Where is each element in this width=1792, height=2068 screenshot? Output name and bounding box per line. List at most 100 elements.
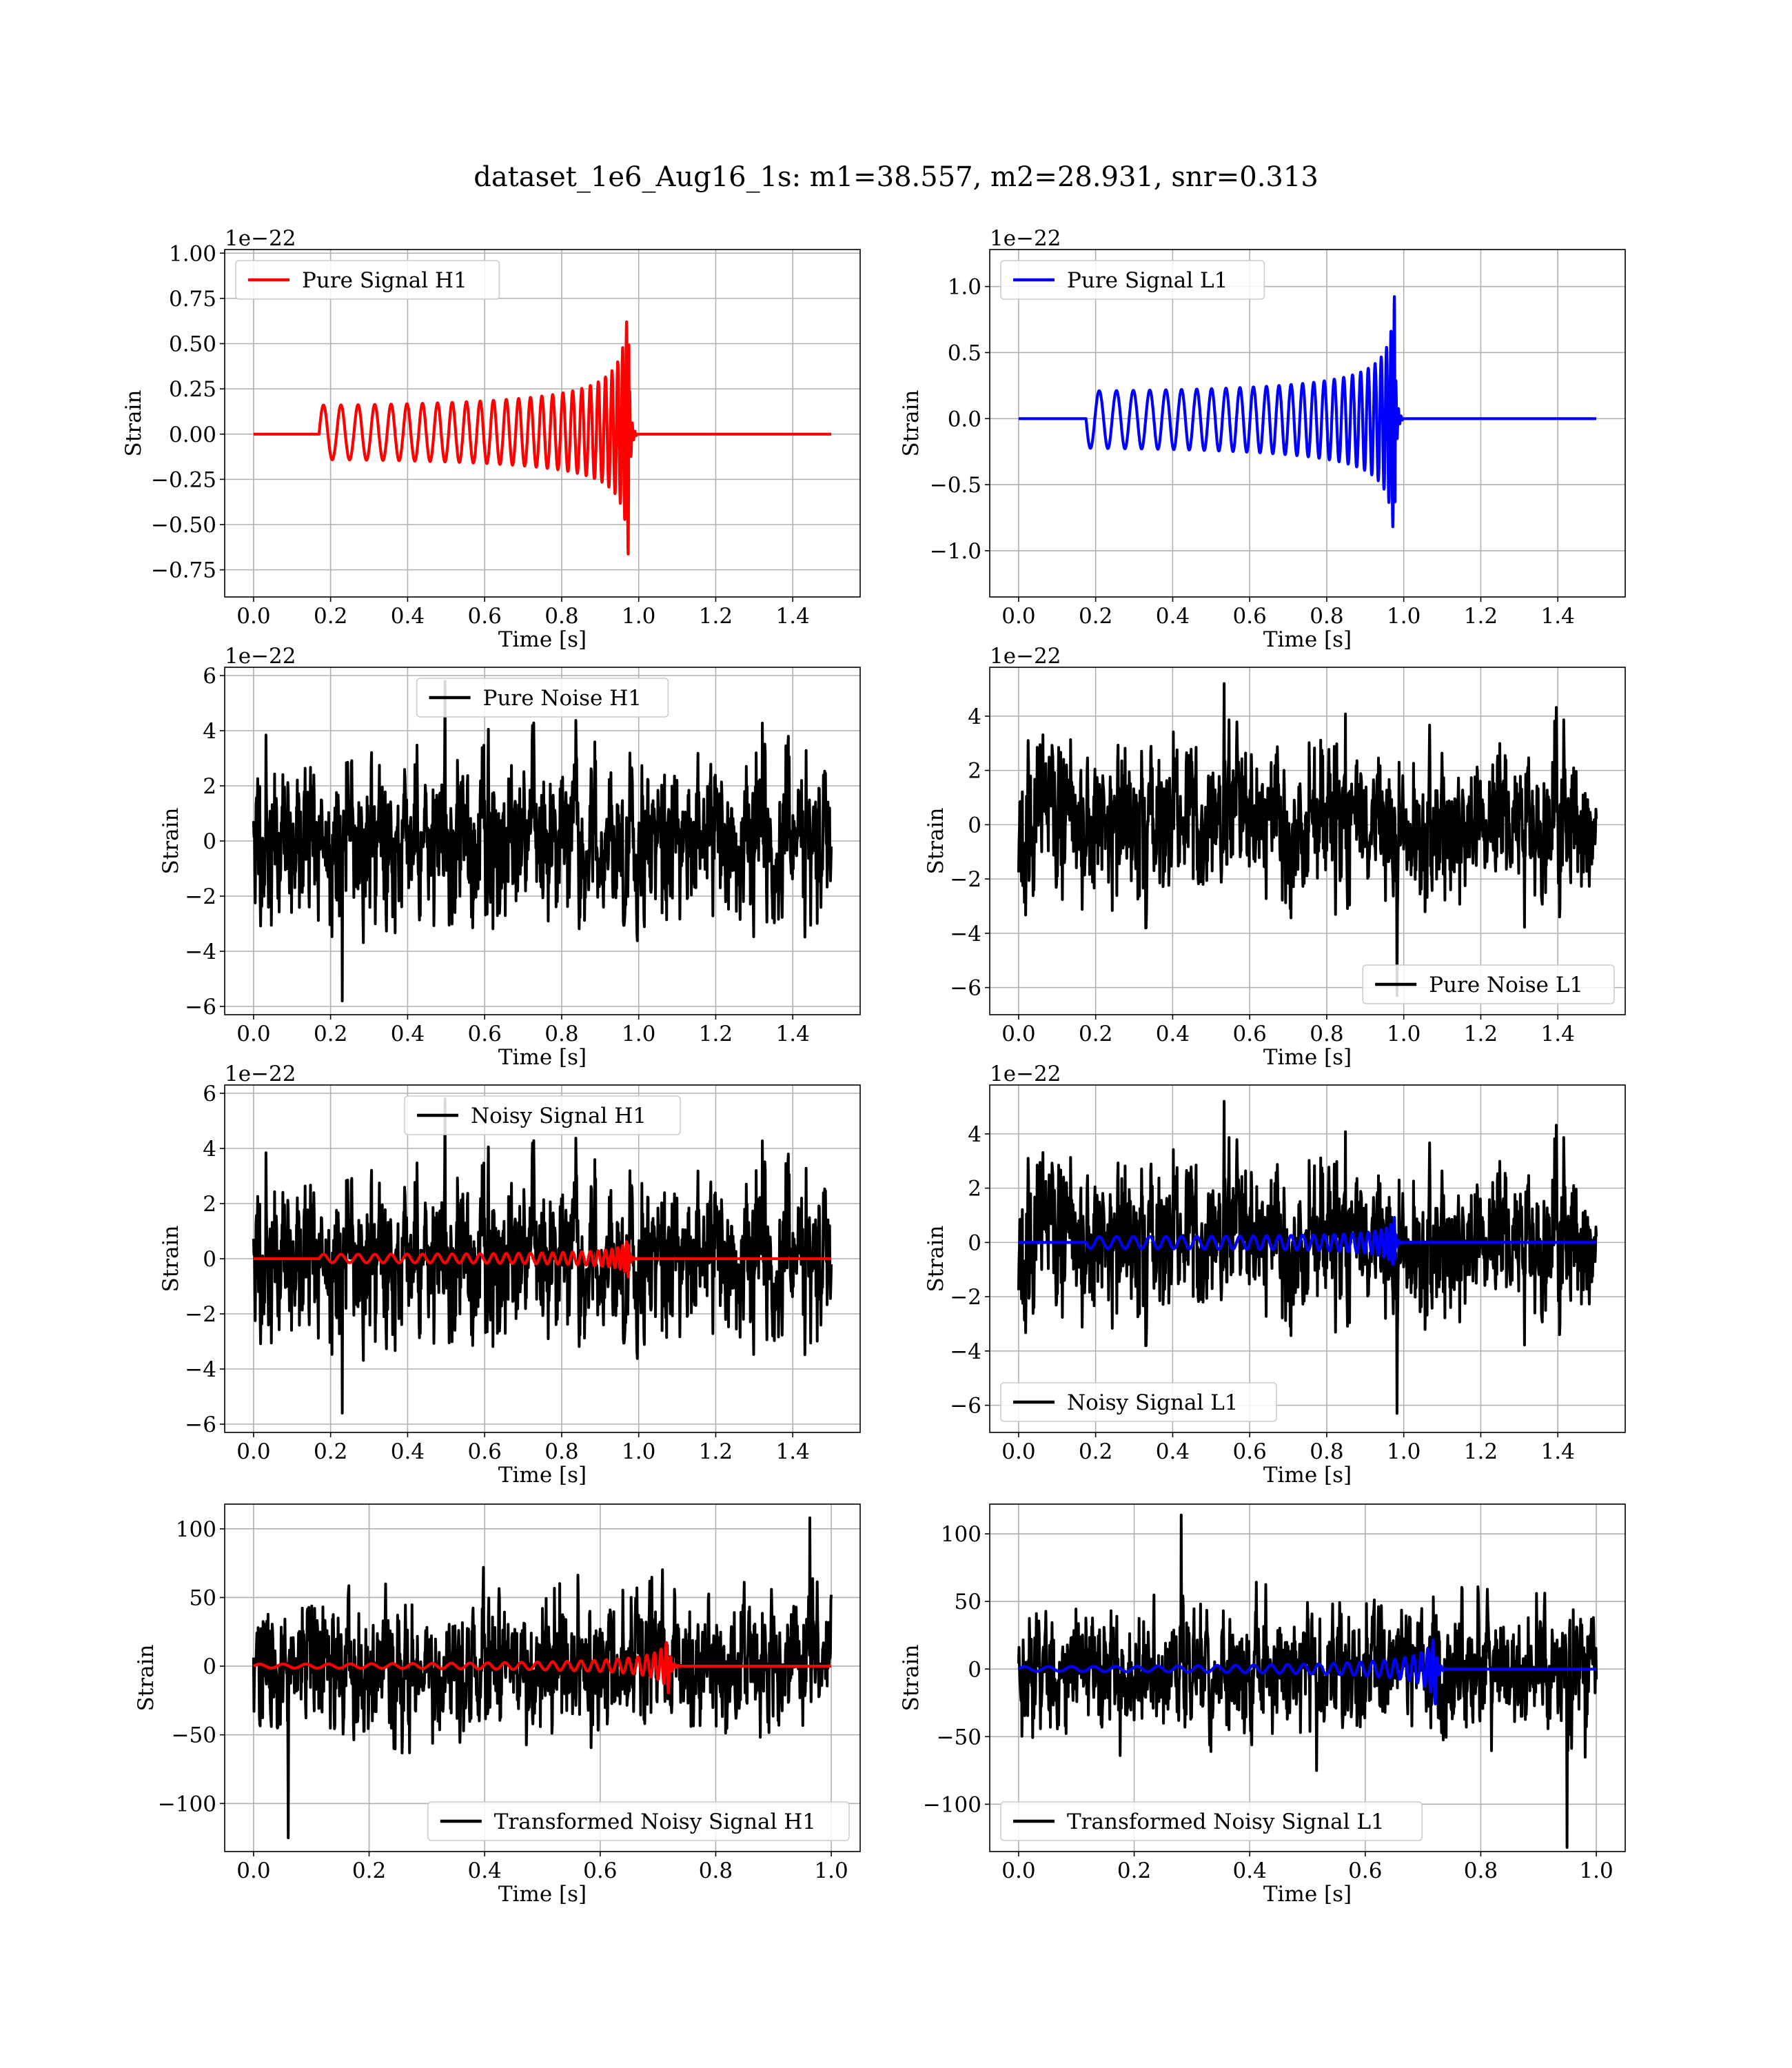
x-tick-label: 0.0 <box>1001 1858 1035 1883</box>
x-tick-label: 1.0 <box>622 604 655 629</box>
x-tick-label: 1.4 <box>1541 604 1575 629</box>
x-tick-label: 0.8 <box>544 1439 578 1464</box>
x-tick-label: 1.4 <box>776 1022 810 1046</box>
x-tick-label: 0.4 <box>391 1439 425 1464</box>
y-tick-label: 0 <box>968 1657 981 1682</box>
legend-label: Transformed Noisy Signal H1 <box>494 1810 816 1834</box>
x-tick-label: 0.0 <box>236 1439 270 1464</box>
legend-label: Transformed Noisy Signal L1 <box>1067 1810 1385 1834</box>
x-tick-label: 0.4 <box>468 1858 502 1883</box>
y-axis-label: Strain <box>924 1226 948 1292</box>
x-tick-label: 0.6 <box>1233 1022 1267 1046</box>
y-tick-label: 100 <box>176 1517 216 1542</box>
legend: Noisy Signal H1 <box>404 1095 681 1135</box>
y-tick-label: −4 <box>950 1339 981 1364</box>
y-tick-label: 1.00 <box>169 241 216 266</box>
y-tick-label: −0.5 <box>930 473 981 498</box>
x-tick-label: 1.2 <box>699 1022 733 1046</box>
signal-series-line <box>252 1641 833 1694</box>
noise-series-line <box>252 680 833 1002</box>
x-tick-label: 1.2 <box>699 1439 733 1464</box>
plot-area <box>1018 295 1598 529</box>
x-tick-label: 0.2 <box>1117 1858 1151 1883</box>
y-tick-label: −0.75 <box>151 558 216 583</box>
legend-box <box>1000 1801 1423 1841</box>
y-offset-text: 1e−22 <box>990 226 1061 251</box>
x-tick-label: 0.2 <box>314 1022 347 1046</box>
x-tick-label: 0.0 <box>236 1022 270 1046</box>
y-tick-label: 50 <box>190 1585 216 1610</box>
x-tick-label: 1.2 <box>1464 1439 1498 1464</box>
y-offset-text: 1e−22 <box>990 644 1061 669</box>
x-tick-label: 0.6 <box>1348 1858 1382 1883</box>
legend: Noisy Signal L1 <box>1000 1382 1277 1422</box>
y-tick-label: −6 <box>185 1412 216 1437</box>
noise-series-line <box>252 1097 833 1415</box>
y-tick-label: −2 <box>185 1302 216 1327</box>
y-tick-label: −4 <box>950 922 981 946</box>
legend: Transformed Noisy Signal H1 <box>427 1801 850 1841</box>
y-tick-label: −6 <box>185 995 216 1020</box>
x-tick-label: 0.6 <box>583 1858 617 1883</box>
x-tick-label: 0.6 <box>468 1022 502 1046</box>
x-tick-label: 1.4 <box>1541 1022 1575 1046</box>
y-offset-text: 1e−22 <box>225 226 296 251</box>
y-tick-label: −2 <box>950 867 981 892</box>
legend-box <box>404 1095 681 1135</box>
y-tick-label: 2 <box>968 759 981 784</box>
legend: Pure Signal H1 <box>235 260 500 300</box>
y-tick-label: −2 <box>185 884 216 909</box>
legend-box <box>1362 964 1615 1004</box>
x-axis-label: Time [s] <box>498 627 587 652</box>
y-offset-text: 1e−22 <box>225 644 296 669</box>
legend-box <box>427 1801 850 1841</box>
legend-box <box>1000 260 1265 300</box>
y-tick-label: −50 <box>172 1723 216 1748</box>
subplot-5: 0.0 0.2 0.4 0.6 0.8 1.0 1.2 1.4 −6 −4 −2 0 2 4 6 Time [… <box>159 1062 861 1488</box>
y-tick-label: 6 <box>203 664 216 689</box>
plot-area <box>1017 682 1598 997</box>
x-tick-label: 1.0 <box>1387 1439 1421 1464</box>
y-tick-label: −6 <box>950 1394 981 1419</box>
x-tick-label: 0.0 <box>1001 1439 1035 1464</box>
y-tick-label: 0.75 <box>169 287 216 312</box>
axes-frame <box>989 667 1626 1015</box>
y-tick-label: 4 <box>968 1122 981 1147</box>
signal-series-line <box>1018 1215 1598 1266</box>
y-axis-label: Strain <box>899 390 924 457</box>
y-tick-label: −2 <box>950 1285 981 1310</box>
legend-label: Pure Noise H1 <box>483 686 642 711</box>
x-tick-label: 0.4 <box>1233 1858 1267 1883</box>
x-tick-label: 1.2 <box>699 604 733 629</box>
y-tick-label: −6 <box>950 976 981 1001</box>
axes-frame <box>224 249 861 598</box>
legend-label: Pure Signal H1 <box>302 268 467 293</box>
x-tick-label: 1.4 <box>1541 1439 1575 1464</box>
x-tick-label: 0.8 <box>544 604 578 629</box>
y-axis-label: Strain <box>924 808 948 875</box>
y-axis-label: Strain <box>121 390 146 457</box>
x-tick-label: 0.6 <box>468 604 502 629</box>
x-tick-label: 0.8 <box>1310 1022 1343 1046</box>
legend: Pure Signal L1 <box>1000 260 1265 300</box>
plot-area <box>253 320 833 556</box>
x-tick-label: 0.8 <box>1310 1439 1343 1464</box>
legend-box <box>1000 1382 1277 1422</box>
y-tick-label: −1.0 <box>930 539 981 564</box>
x-tick-label: 0.4 <box>1156 1439 1190 1464</box>
y-tick-label: −100 <box>923 1792 981 1817</box>
x-tick-label: 1.4 <box>776 1439 810 1464</box>
x-tick-label: 0.0 <box>236 1858 270 1883</box>
plot-area <box>252 680 833 1002</box>
x-tick-label: 0.2 <box>352 1858 386 1883</box>
y-tick-label: −0.25 <box>151 467 216 492</box>
x-axis-label: Time [s] <box>1263 1882 1352 1907</box>
y-tick-label: 4 <box>203 719 216 744</box>
y-tick-label: 0.0 <box>948 407 981 432</box>
x-tick-label: 0.0 <box>1001 604 1035 629</box>
x-tick-label: 0.0 <box>236 604 270 629</box>
y-tick-label: 4 <box>968 704 981 729</box>
x-tick-label: 0.2 <box>314 1439 347 1464</box>
plot-area <box>252 1097 833 1415</box>
y-tick-label: 50 <box>955 1590 981 1614</box>
